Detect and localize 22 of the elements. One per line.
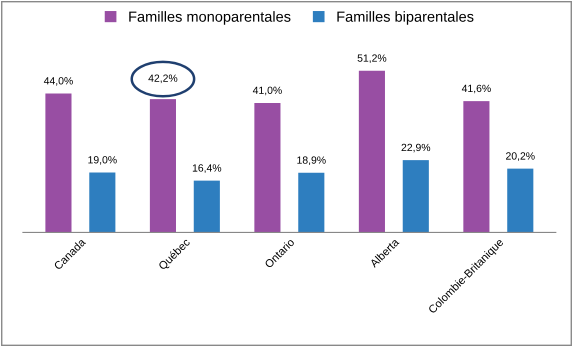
data-label: 41,6% (462, 84, 491, 94)
data-label: 16,4% (192, 164, 222, 173)
data-label: 41,0% (252, 86, 282, 96)
data-label: 20,2% (506, 152, 535, 161)
data-label: 22,9% (402, 144, 430, 152)
data-label: 44,0% (44, 77, 73, 86)
bar (507, 168, 534, 232)
data-label: 18,9% (297, 156, 326, 166)
bar (463, 101, 490, 232)
data-label: 19,0% (88, 156, 117, 165)
bar (402, 160, 429, 232)
bar (298, 172, 324, 232)
data-label: 51,2% (358, 54, 386, 63)
bar (150, 99, 176, 232)
bar (194, 180, 220, 232)
bar (254, 102, 280, 232)
legend-label: Familles monoparentales (129, 11, 290, 25)
bar (358, 70, 385, 232)
bar (45, 93, 72, 232)
bar (89, 172, 116, 232)
annotation: 42,2% (148, 74, 178, 84)
legend-label: Familles biparentales (337, 11, 474, 25)
